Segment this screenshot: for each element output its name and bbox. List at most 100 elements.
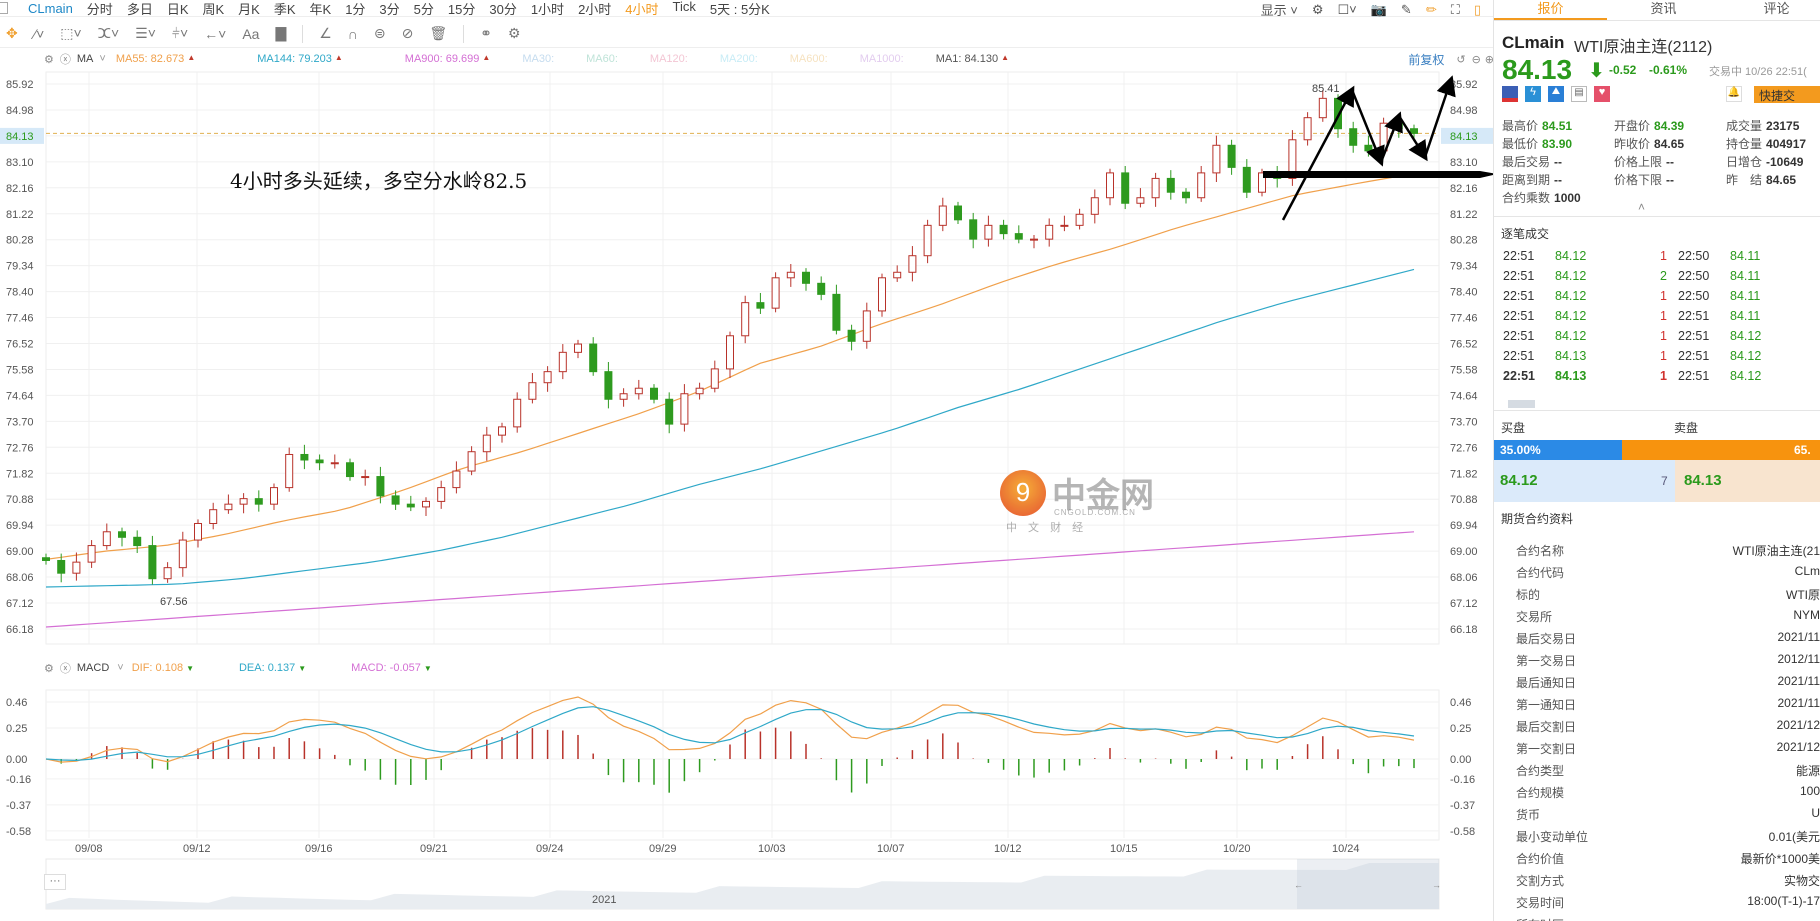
trash-icon[interactable]: 🗑 bbox=[429, 25, 448, 41]
candle bbox=[224, 494, 233, 514]
comment-tool-icon[interactable]: ▇ bbox=[275, 25, 287, 41]
macd-tick-left: 0.00 bbox=[6, 754, 27, 766]
adjust-label[interactable]: 前复权 bbox=[1408, 52, 1445, 67]
period-tab[interactable]: 15分 bbox=[447, 1, 476, 17]
period-tab[interactable]: 日K bbox=[166, 1, 189, 17]
stat-label: 最高价 bbox=[1502, 119, 1539, 133]
flash-icon[interactable]: ϟ bbox=[1525, 86, 1541, 102]
period-tab[interactable]: 30分 bbox=[489, 1, 517, 17]
display-menu[interactable]: 显示 ˅ bbox=[1260, 3, 1298, 18]
flag-icon[interactable] bbox=[1502, 86, 1518, 102]
period-tab[interactable]: 3分 bbox=[379, 1, 400, 17]
period-tab[interactable]: 2小时 bbox=[578, 1, 612, 17]
ma-settings-icon[interactable]: ⚙ bbox=[44, 53, 54, 66]
period-tab[interactable]: 1分 bbox=[345, 1, 366, 17]
up-triangle-icon: ▲ bbox=[187, 53, 196, 62]
period-tab[interactable]: 周K bbox=[202, 1, 225, 17]
date-tick: 09/16 bbox=[305, 843, 333, 855]
pencil-icon[interactable]: ✏ bbox=[1425, 1, 1437, 17]
tab-comments[interactable]: 评论 bbox=[1763, 1, 1790, 16]
current-price-tag bbox=[1441, 127, 1493, 144]
down-arrow-icon: ⬇ bbox=[1588, 60, 1605, 82]
hide-drawings-icon[interactable]: ⊘ bbox=[401, 25, 414, 41]
trade-qty: 1 bbox=[1660, 289, 1667, 303]
layout-select-icon[interactable]: ☐˅ bbox=[1337, 1, 1357, 17]
settings-icon[interactable]: ⚙ bbox=[507, 25, 521, 41]
macd-close-icon[interactable]: ⓧ bbox=[59, 663, 71, 675]
collapse-chevron-icon[interactable]: ˄ bbox=[1638, 200, 1646, 214]
macd-indicator-name[interactable]: MACD bbox=[76, 662, 110, 674]
candle bbox=[300, 444, 309, 470]
chart-annotation: 4小时多头延续，多空分水岭82.5 bbox=[230, 169, 528, 193]
ask-price: 84.13 bbox=[1684, 472, 1722, 489]
rect-tool-icon[interactable]: ⬚˅ bbox=[60, 25, 82, 41]
navigator-window[interactable] bbox=[1297, 859, 1439, 909]
period-tab[interactable]: 4小时 bbox=[625, 1, 659, 17]
zoom-in-icon[interactable]: ⊕ bbox=[1484, 53, 1494, 66]
arrow-tool-icon[interactable]: ←˅ bbox=[204, 25, 227, 42]
panel-toggle-icon[interactable] bbox=[0, 2, 8, 14]
candle bbox=[452, 461, 461, 494]
period-tab[interactable]: 月K bbox=[238, 1, 260, 17]
magnet-icon[interactable]: ∩ bbox=[347, 25, 358, 42]
text-tool-button[interactable]: Aa bbox=[242, 25, 260, 42]
reset-icon[interactable]: ↺ bbox=[1456, 53, 1466, 66]
trend-arrow bbox=[1397, 115, 1428, 162]
period-tab[interactable]: 5天 : 5分K bbox=[709, 1, 770, 17]
candle bbox=[650, 384, 658, 404]
tab-news[interactable]: 资讯 bbox=[1650, 1, 1677, 16]
candle bbox=[148, 535, 157, 585]
symbol-label[interactable]: CLmain bbox=[28, 0, 73, 16]
note-icon[interactable]: ▤ bbox=[1571, 86, 1587, 102]
kline-chart[interactable]: 85.92 85.92 84.98 84.98 84.13 84.13 83.10 83.10… bbox=[0, 0, 1493, 921]
fullscreen-icon[interactable]: ⛶ bbox=[1450, 1, 1460, 17]
tab-quote[interactable]: 报价 bbox=[1494, 0, 1607, 20]
edit-icon[interactable]: ✎ bbox=[1400, 1, 1412, 17]
period-tab[interactable]: 多日 bbox=[126, 1, 153, 17]
price-change-pct: -0.61% bbox=[1649, 63, 1688, 77]
period-tab[interactable]: 季K bbox=[273, 1, 296, 17]
candle bbox=[802, 268, 810, 291]
navigator-more-button[interactable]: ··· bbox=[44, 874, 66, 890]
price-tick-right: 68.06 bbox=[1450, 572, 1478, 584]
zoom-out-icon[interactable]: ⊖ bbox=[1471, 53, 1481, 66]
period-tab[interactable]: 年K bbox=[309, 1, 332, 17]
gear-icon[interactable]: ⚙ bbox=[1311, 1, 1324, 17]
pattern-tool-icon[interactable]: ⵋ˅ bbox=[97, 25, 120, 41]
ma-close-icon[interactable]: ⓧ bbox=[59, 54, 71, 66]
angle-icon[interactable]: ∠ bbox=[319, 25, 332, 41]
camera-icon[interactable]: 📷 bbox=[1370, 1, 1387, 17]
sidebar-toggle-icon[interactable]: ▯ bbox=[1473, 1, 1481, 17]
line-tool-icon[interactable]: ∕˅ bbox=[33, 25, 45, 42]
chevron-down-icon[interactable]: ˅ bbox=[99, 53, 106, 65]
ma-indicator-name[interactable]: MA bbox=[76, 53, 94, 65]
macd-settings-icon[interactable]: ⚙ bbox=[44, 662, 54, 675]
period-tab[interactable]: 5分 bbox=[413, 1, 434, 17]
bid-price: 84.12 bbox=[1500, 472, 1538, 489]
measure-tool-icon[interactable]: ⫩˅ bbox=[171, 25, 189, 41]
candle bbox=[1349, 121, 1358, 153]
stat-value: 84.39 bbox=[1654, 119, 1685, 133]
stat-value: 404917 bbox=[1766, 137, 1807, 151]
macd-plot-frame bbox=[45, 689, 1440, 841]
period-tab[interactable]: 分时 bbox=[86, 1, 113, 17]
chart-icon[interactable]: ⛰ bbox=[1548, 86, 1564, 102]
quick-trade-button[interactable]: 快捷交 bbox=[1754, 86, 1820, 103]
scrollbar[interactable] bbox=[1508, 400, 1535, 408]
bell-icon[interactable]: 🔔 bbox=[1726, 86, 1742, 102]
ma900-line bbox=[45, 531, 1415, 628]
navigator-right-handle: → bbox=[1432, 880, 1441, 890]
candle bbox=[878, 273, 886, 317]
date-tick: 09/21 bbox=[420, 843, 448, 855]
chevron-down-icon[interactable]: ˅ bbox=[117, 662, 124, 674]
macd-tick-left: 0.46 bbox=[6, 697, 27, 709]
fib-tool-icon[interactable]: ☰˅ bbox=[135, 25, 156, 41]
candle bbox=[1014, 225, 1023, 244]
compare-icon[interactable]: ⚭ bbox=[480, 25, 492, 41]
sync-icon[interactable]: ⊜ bbox=[373, 25, 386, 41]
move-icon[interactable]: ✥ bbox=[6, 25, 18, 41]
period-tab[interactable]: Tick bbox=[672, 0, 696, 14]
favorite-icon[interactable]: ♥ bbox=[1594, 86, 1610, 102]
price-tick-left: 84.98 bbox=[6, 105, 34, 117]
period-tab[interactable]: 1小时 bbox=[530, 1, 565, 17]
